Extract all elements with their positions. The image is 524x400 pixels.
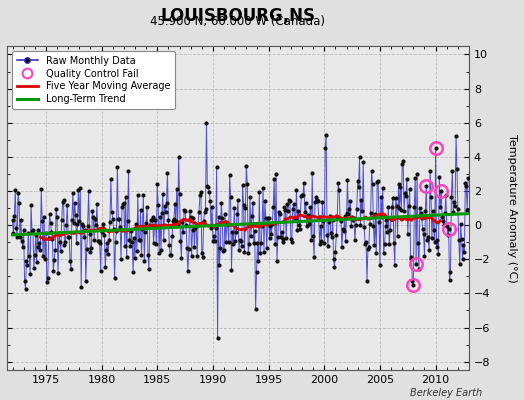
Y-axis label: Temperature Anomaly (°C): Temperature Anomaly (°C) (507, 134, 517, 282)
Text: 45.900 N, 60.000 W (Canada): 45.900 N, 60.000 W (Canada) (150, 15, 325, 28)
Title: LOUISBOURG,NS: LOUISBOURG,NS (160, 7, 315, 25)
Text: Berkeley Earth: Berkeley Earth (410, 388, 482, 398)
Legend: Raw Monthly Data, Quality Control Fail, Five Year Moving Average, Long-Term Tren: Raw Monthly Data, Quality Control Fail, … (12, 51, 175, 109)
